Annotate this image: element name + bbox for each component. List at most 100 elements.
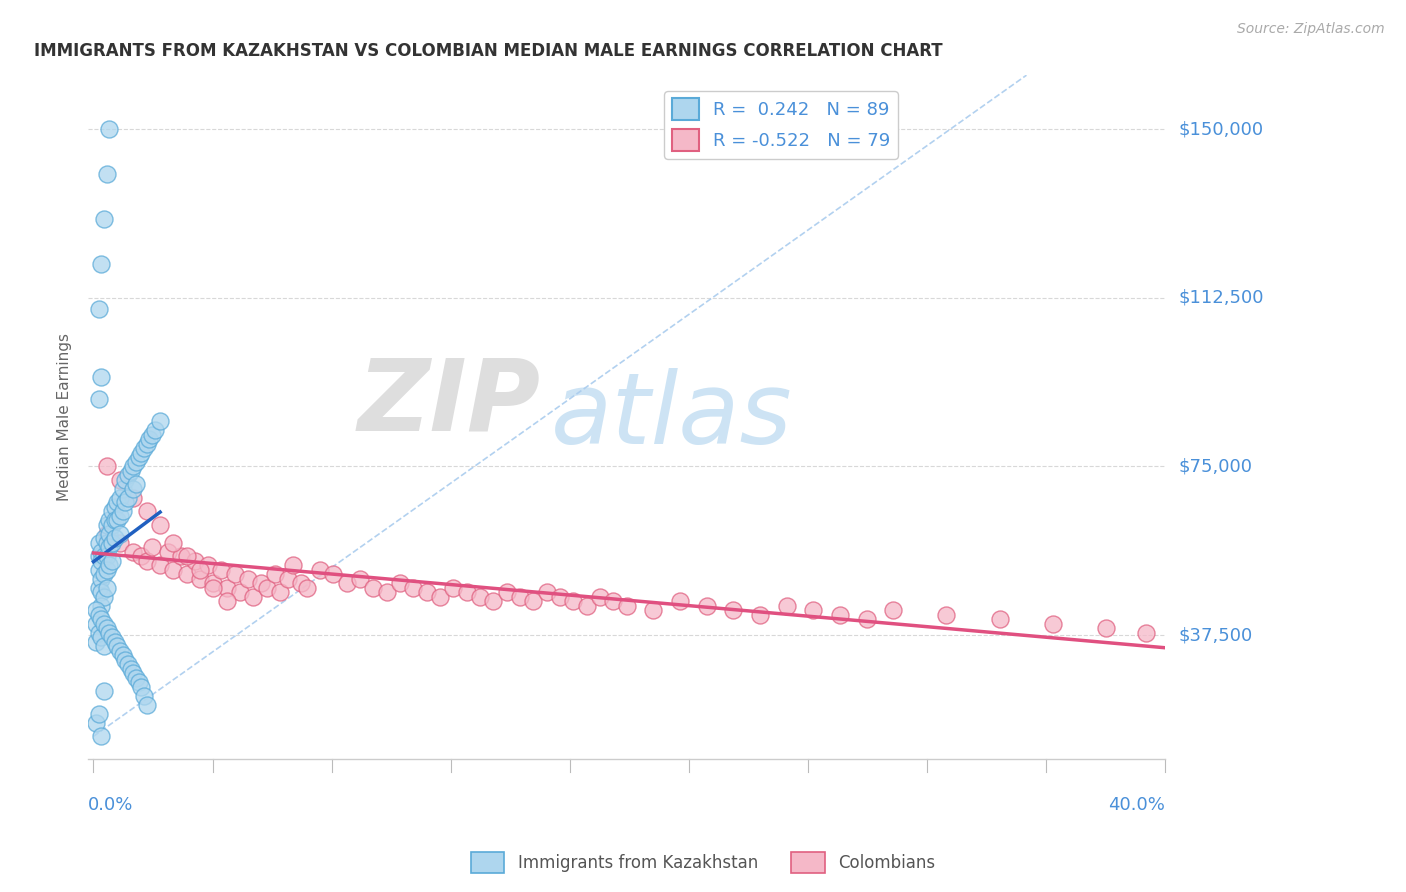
Point <box>117 491 139 505</box>
Point <box>104 635 127 649</box>
Point <box>209 563 232 577</box>
Point <box>96 459 118 474</box>
Point <box>117 657 139 672</box>
Point <box>336 576 359 591</box>
Point <box>125 455 148 469</box>
Point <box>135 504 157 518</box>
Point <box>93 212 115 227</box>
Point <box>84 635 107 649</box>
Point <box>101 504 124 518</box>
Point <box>215 581 238 595</box>
Text: 0.0%: 0.0% <box>89 797 134 814</box>
Point <box>117 468 139 483</box>
Point <box>122 482 145 496</box>
Point <box>87 549 110 564</box>
Text: 40.0%: 40.0% <box>1108 797 1166 814</box>
Point <box>98 513 121 527</box>
Point <box>149 415 172 429</box>
Point <box>122 666 145 681</box>
Point <box>98 625 121 640</box>
Point <box>935 607 957 622</box>
Point <box>224 567 246 582</box>
Point <box>122 545 145 559</box>
Point <box>1042 616 1064 631</box>
Point <box>87 563 110 577</box>
Point <box>215 594 238 608</box>
Point <box>84 616 107 631</box>
Point <box>120 662 142 676</box>
Point <box>277 572 299 586</box>
Point <box>108 536 131 550</box>
Point <box>131 446 153 460</box>
Point <box>748 607 770 622</box>
Point <box>90 257 112 271</box>
Point <box>162 563 184 577</box>
Point <box>134 442 156 456</box>
Text: $112,500: $112,500 <box>1180 289 1264 307</box>
Point <box>855 612 877 626</box>
Point <box>87 625 110 640</box>
Point <box>135 554 157 568</box>
Point <box>96 167 118 181</box>
Point <box>801 603 824 617</box>
Point <box>643 603 665 617</box>
Point <box>283 558 305 573</box>
Y-axis label: Median Male Earnings: Median Male Earnings <box>58 333 72 501</box>
Point <box>456 585 478 599</box>
Point <box>562 594 585 608</box>
Point <box>122 459 145 474</box>
Point <box>90 554 112 568</box>
Point <box>107 495 129 509</box>
Point <box>131 549 153 564</box>
Point <box>536 585 558 599</box>
Point <box>495 585 517 599</box>
Point <box>90 729 112 743</box>
Point <box>149 517 172 532</box>
Point <box>122 491 145 505</box>
Point <box>93 616 115 631</box>
Point <box>93 532 115 546</box>
Point <box>828 607 851 622</box>
Point <box>589 590 612 604</box>
Point <box>389 576 412 591</box>
Point <box>141 541 163 555</box>
Point <box>616 599 638 613</box>
Point <box>669 594 692 608</box>
Point <box>104 513 127 527</box>
Text: $37,500: $37,500 <box>1180 626 1253 644</box>
Point <box>290 576 312 591</box>
Point <box>363 581 385 595</box>
Point <box>696 599 718 613</box>
Point <box>111 504 134 518</box>
Text: ZIP: ZIP <box>357 355 540 452</box>
Point <box>108 644 131 658</box>
Point <box>229 585 252 599</box>
Point <box>87 607 110 622</box>
Text: atlas: atlas <box>551 368 793 466</box>
Point <box>114 473 136 487</box>
Point <box>415 585 437 599</box>
Point <box>90 572 112 586</box>
Point <box>93 640 115 654</box>
Point <box>90 599 112 613</box>
Point <box>197 558 219 573</box>
Point <box>93 567 115 582</box>
Point <box>101 631 124 645</box>
Point <box>84 715 107 730</box>
Point <box>250 576 273 591</box>
Point <box>128 450 150 465</box>
Text: IMMIGRANTS FROM KAZAKHSTAN VS COLOMBIAN MEDIAN MALE EARNINGS CORRELATION CHART: IMMIGRANTS FROM KAZAKHSTAN VS COLOMBIAN … <box>34 42 943 60</box>
Point <box>125 671 148 685</box>
Point <box>162 536 184 550</box>
Legend: R =  0.242   N = 89, R = -0.522   N = 79: R = 0.242 N = 89, R = -0.522 N = 79 <box>665 91 897 159</box>
Point <box>90 369 112 384</box>
Point <box>135 437 157 451</box>
Point <box>101 536 124 550</box>
Point <box>188 572 211 586</box>
Point <box>114 653 136 667</box>
Point <box>242 590 264 604</box>
Point <box>108 508 131 523</box>
Point <box>101 517 124 532</box>
Point <box>93 549 115 564</box>
Point <box>96 621 118 635</box>
